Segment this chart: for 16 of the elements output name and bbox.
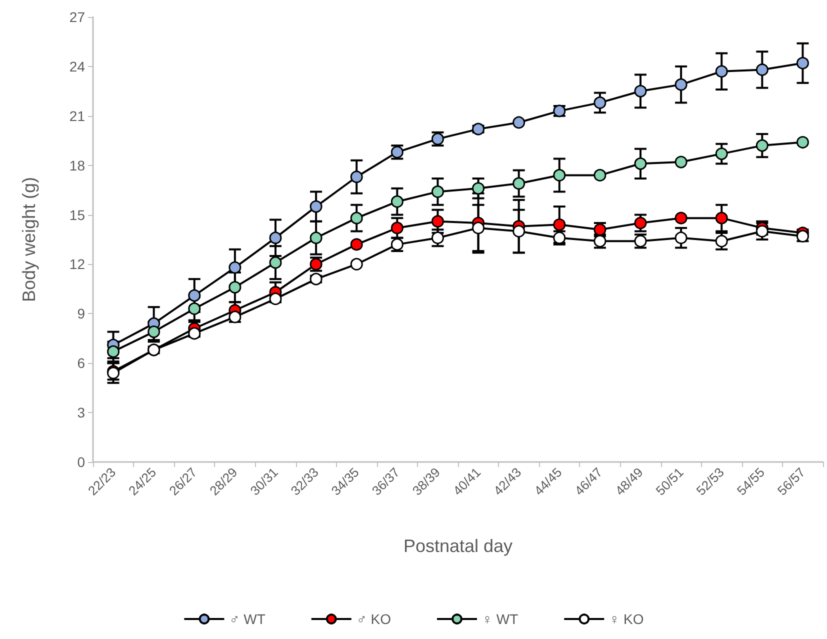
legend-label: ♀ WT: [482, 611, 519, 627]
y-tick-label: 24: [69, 58, 86, 74]
y-tick-label: 9: [77, 306, 86, 322]
y-tick-label: 3: [77, 404, 86, 421]
y-tick-label: 27: [69, 9, 86, 25]
y-tick-label: 15: [69, 206, 86, 223]
x-axis-title: Postnatal day: [403, 536, 513, 556]
legend-label: ♂ KO: [356, 611, 392, 627]
y-tick-label: 12: [69, 256, 86, 272]
legend-label: ♀ KO: [609, 611, 644, 627]
y-tick-label: 6: [77, 355, 86, 372]
y-axis-title: Body weight (g): [19, 176, 39, 302]
y-tick-label: 18: [69, 157, 86, 174]
y-tick-label: 0: [77, 454, 86, 470]
y-tick-label: 21: [69, 108, 86, 124]
legend-label: ♂ WT: [229, 611, 266, 627]
